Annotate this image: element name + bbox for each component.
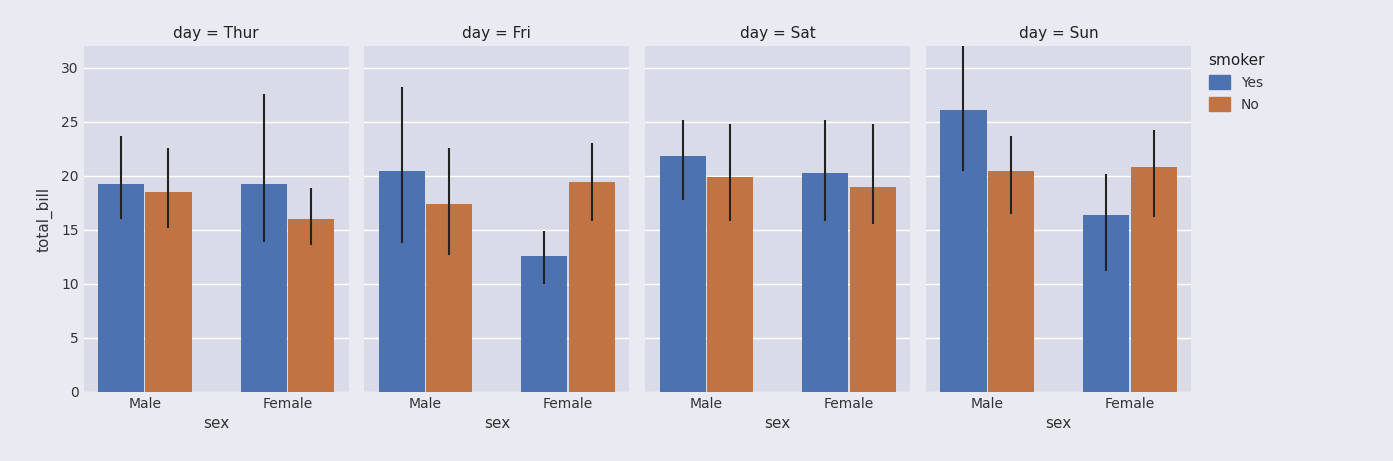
X-axis label: sex: sex <box>765 416 791 431</box>
Bar <box>379 171 425 392</box>
Bar <box>708 177 754 392</box>
X-axis label: sex: sex <box>1045 416 1071 431</box>
Bar <box>98 184 143 392</box>
Bar <box>850 187 896 392</box>
Bar <box>802 172 848 392</box>
X-axis label: sex: sex <box>203 416 230 431</box>
Bar <box>426 204 472 392</box>
X-axis label: sex: sex <box>483 416 510 431</box>
Bar <box>145 192 192 392</box>
Bar <box>988 171 1034 392</box>
Bar <box>1082 215 1130 392</box>
Title: day = Sat: day = Sat <box>740 26 815 41</box>
Title: day = Thur: day = Thur <box>173 26 259 41</box>
Y-axis label: total_bill: total_bill <box>36 186 53 252</box>
Bar <box>288 219 334 392</box>
Bar <box>241 184 287 392</box>
Bar <box>659 156 706 392</box>
Title: day = Fri: day = Fri <box>462 26 531 41</box>
Legend: Yes, No: Yes, No <box>1208 53 1265 112</box>
Bar <box>568 182 616 392</box>
Bar <box>940 110 986 392</box>
Bar <box>521 256 567 392</box>
Title: day = Sun: day = Sun <box>1018 26 1098 41</box>
Bar <box>1131 167 1177 392</box>
